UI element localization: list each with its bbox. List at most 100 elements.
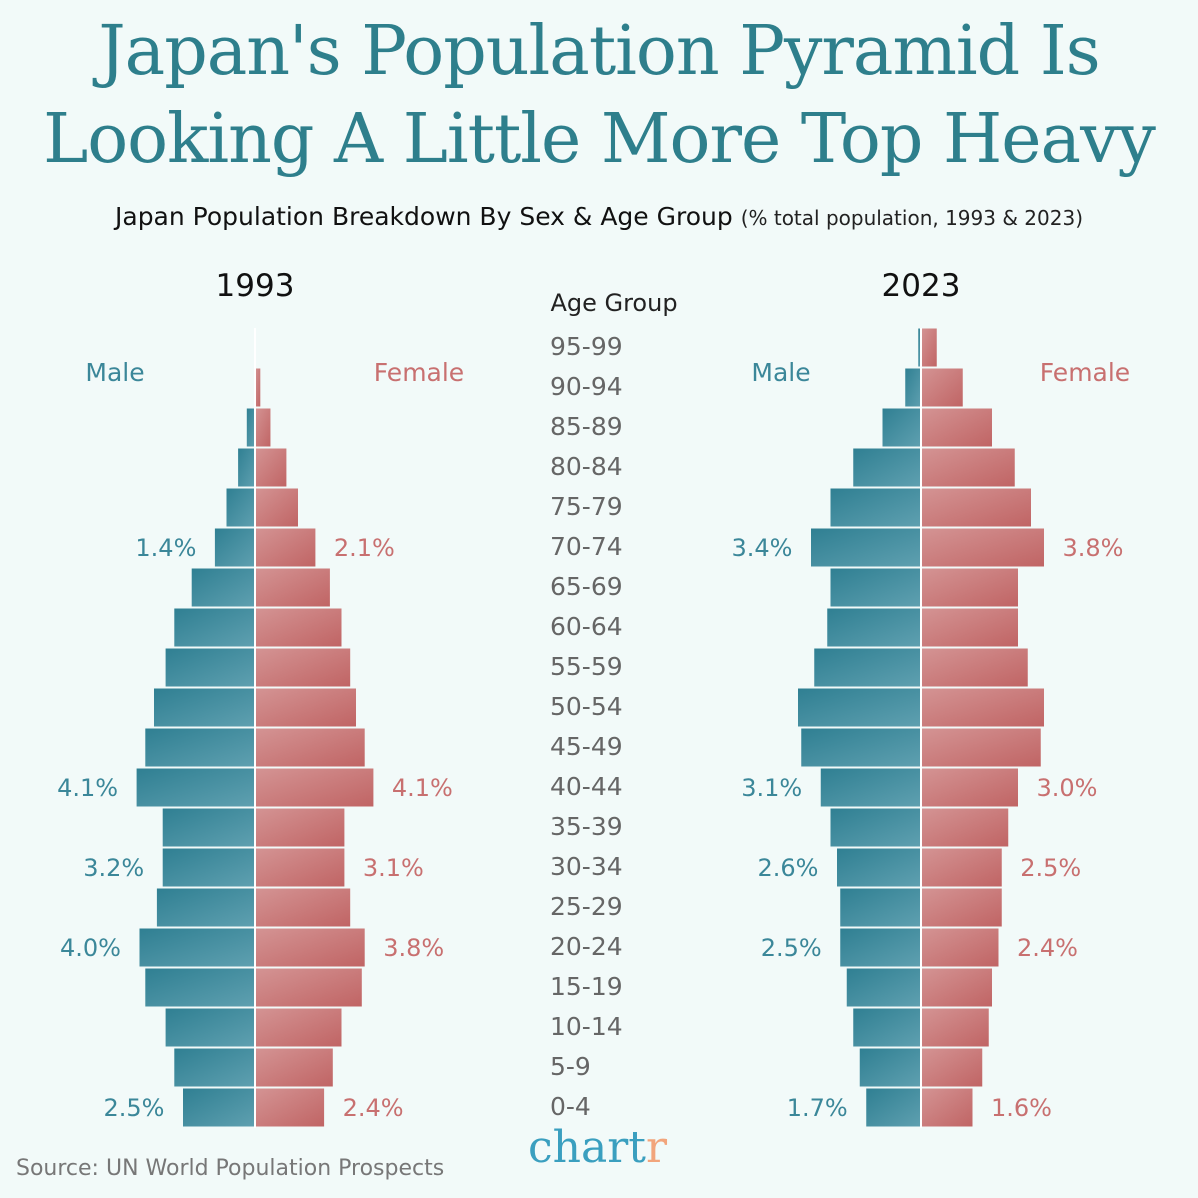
data-label-female: 2.4% bbox=[343, 1094, 404, 1122]
bar-female-2023-65-69 bbox=[920, 567, 1019, 608]
bar-female-1993-25-29 bbox=[254, 887, 352, 928]
bar-female-2023-80-84 bbox=[920, 447, 1016, 488]
age-tick-label: 5-9 bbox=[550, 1052, 591, 1081]
data-label-male: 2.5% bbox=[104, 1094, 165, 1122]
bar-male-2023-0-4 bbox=[865, 1087, 922, 1128]
bar-female-1993-5-9 bbox=[254, 1047, 334, 1088]
subtitle-main: Japan Population Breakdown By Sex & Age … bbox=[115, 202, 733, 231]
panel-year-2023: 2023 bbox=[882, 268, 961, 304]
bar-male-2023-25-29 bbox=[839, 887, 922, 928]
bar-female-1993-65-69 bbox=[254, 567, 331, 608]
bar-male-2023-35-39 bbox=[829, 807, 922, 848]
data-label-female: 2.1% bbox=[334, 534, 395, 562]
bar-male-1993-20-24 bbox=[138, 927, 256, 968]
subtitle-note: (% total population, 1993 & 2023) bbox=[740, 206, 1083, 230]
data-label-female: 2.5% bbox=[1020, 854, 1081, 882]
data-label-male: 1.7% bbox=[787, 1094, 848, 1122]
bar-female-1993-30-34 bbox=[254, 847, 346, 888]
age-tick-label: 70-74 bbox=[550, 532, 623, 561]
bar-female-2023-45-49 bbox=[920, 727, 1042, 768]
data-label-male: 2.5% bbox=[761, 934, 822, 962]
bar-female-2023-20-24 bbox=[920, 927, 1000, 968]
bar-male-1993-60-64 bbox=[173, 607, 256, 648]
age-tick-label: 40-44 bbox=[550, 772, 623, 801]
bar-female-1993-60-64 bbox=[254, 607, 343, 648]
legend-female: Female bbox=[374, 358, 464, 387]
bar-male-2023-10-14 bbox=[852, 1007, 922, 1048]
age-tick-label: 65-69 bbox=[550, 572, 623, 601]
data-label-male: 3.4% bbox=[732, 534, 793, 562]
bar-male-1993-45-49 bbox=[144, 727, 256, 768]
bar-male-1993-5-9 bbox=[173, 1047, 256, 1088]
bar-female-1993-80-84 bbox=[254, 447, 288, 488]
bar-male-2023-20-24 bbox=[839, 927, 922, 968]
bar-female-2023-30-34 bbox=[920, 847, 1003, 888]
title-line-1: Japan's Population Pyramid Is bbox=[98, 12, 1100, 91]
bar-female-2023-25-29 bbox=[920, 887, 1003, 928]
data-label-female: 2.4% bbox=[1017, 934, 1078, 962]
age-axis-label: Age Group bbox=[550, 289, 677, 317]
age-tick-label: 75-79 bbox=[550, 492, 623, 521]
bar-female-1993-40-44 bbox=[254, 767, 375, 808]
bar-male-2023-30-34 bbox=[836, 847, 922, 888]
bar-female-1993-45-49 bbox=[254, 727, 366, 768]
bar-male-2023-15-19 bbox=[845, 967, 922, 1008]
bar-male-1993-80-84 bbox=[237, 447, 256, 488]
bar-male-1993-50-54 bbox=[153, 687, 256, 728]
bar-female-1993-85-89 bbox=[254, 407, 272, 448]
panel-year-1993: 1993 bbox=[216, 268, 295, 304]
age-tick-label: 35-39 bbox=[550, 812, 623, 841]
bar-male-2023-75-79 bbox=[829, 487, 922, 528]
bar-female-1993-75-79 bbox=[254, 487, 299, 528]
bar-male-2023-60-64 bbox=[826, 607, 922, 648]
data-label-male: 4.1% bbox=[57, 774, 118, 802]
bar-male-1993-40-44 bbox=[135, 767, 256, 808]
chartr-logo: chartr bbox=[528, 1122, 667, 1173]
bar-female-1993-35-39 bbox=[254, 807, 346, 848]
data-label-female: 1.6% bbox=[991, 1094, 1052, 1122]
bar-male-1993-75-79 bbox=[225, 487, 256, 528]
age-tick-label: 30-34 bbox=[550, 852, 623, 881]
legend-male: Male bbox=[85, 358, 144, 387]
bar-female-2023-70-74 bbox=[920, 527, 1045, 568]
bar-female-2023-95-99 bbox=[920, 327, 938, 368]
source-note: Source: UN World Population Prospects bbox=[16, 1156, 445, 1181]
bar-male-2023-5-9 bbox=[858, 1047, 922, 1088]
bar-female-1993-70-74 bbox=[254, 527, 317, 568]
bar-female-2023-85-89 bbox=[920, 407, 993, 448]
data-label-male: 3.1% bbox=[741, 774, 802, 802]
bar-female-2023-60-64 bbox=[920, 607, 1019, 648]
data-label-male: 1.4% bbox=[135, 534, 196, 562]
bar-female-2023-5-9 bbox=[920, 1047, 984, 1088]
age-tick-label: 15-19 bbox=[550, 972, 623, 1001]
data-label-male: 3.2% bbox=[83, 854, 144, 882]
age-tick-label: 55-59 bbox=[550, 652, 623, 681]
bar-male-2023-65-69 bbox=[829, 567, 922, 608]
data-label-female: 4.1% bbox=[392, 774, 453, 802]
bar-male-1993-35-39 bbox=[161, 807, 256, 848]
age-tick-label: 25-29 bbox=[550, 892, 623, 921]
bar-male-2023-85-89 bbox=[881, 407, 922, 448]
bar-male-2023-55-59 bbox=[813, 647, 922, 688]
legend-female: Female bbox=[1040, 358, 1130, 387]
data-label-male: 4.0% bbox=[60, 934, 121, 962]
age-tick-label: 20-24 bbox=[550, 932, 623, 961]
bar-male-2023-90-94 bbox=[904, 367, 922, 408]
age-tick-label: 80-84 bbox=[550, 452, 623, 481]
age-tick-label: 95-99 bbox=[550, 332, 623, 361]
legend-male: Male bbox=[751, 358, 810, 387]
data-label-female: 3.8% bbox=[383, 934, 444, 962]
age-tick-label: 50-54 bbox=[550, 692, 623, 721]
bar-male-2023-50-54 bbox=[797, 687, 922, 728]
subtitle: Japan Population Breakdown By Sex & Age … bbox=[0, 202, 1198, 231]
bar-male-2023-70-74 bbox=[810, 527, 922, 568]
bar-male-1993-10-14 bbox=[164, 1007, 256, 1048]
bar-female-2023-35-39 bbox=[920, 807, 1010, 848]
age-tick-label: 0-4 bbox=[550, 1092, 591, 1121]
bar-male-2023-45-49 bbox=[800, 727, 922, 768]
bar-female-2023-75-79 bbox=[920, 487, 1032, 528]
bar-female-2023-50-54 bbox=[920, 687, 1045, 728]
bar-female-1993-10-14 bbox=[254, 1007, 343, 1048]
data-label-male: 2.6% bbox=[758, 854, 819, 882]
